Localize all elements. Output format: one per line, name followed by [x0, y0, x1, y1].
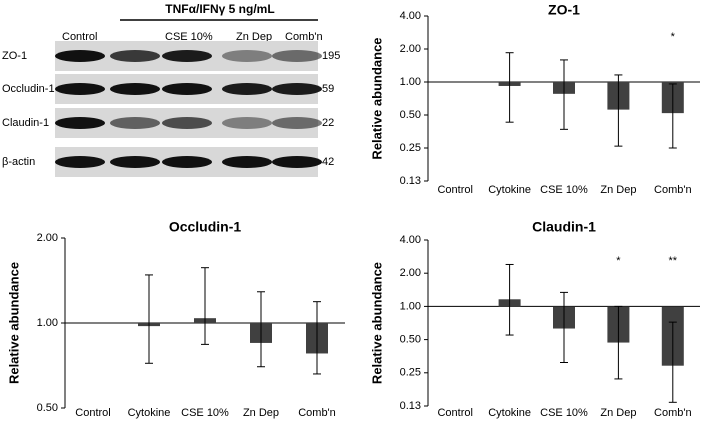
band [110, 83, 160, 95]
x-tick-label: CSE 10% [540, 407, 588, 419]
row-label: Occludin-1 [2, 83, 55, 95]
band [222, 156, 272, 168]
band [55, 156, 105, 168]
x-tick-label: Control [437, 184, 472, 196]
band [110, 117, 160, 129]
lane-label: Comb'n [285, 31, 323, 43]
x-tick-label: Control [437, 407, 472, 419]
x-tick-label: Comb'n [298, 407, 336, 419]
x-tick-label: Control [75, 407, 110, 419]
band [272, 156, 322, 168]
band [55, 117, 105, 129]
x-tick-label: Zn Dep [600, 407, 636, 419]
chart-title: Claudin-1 [532, 219, 596, 235]
band [110, 50, 160, 62]
mw-label: 59 [322, 83, 334, 95]
x-tick-label: Zn Dep [243, 407, 279, 419]
chart-title: ZO-1 [548, 2, 580, 18]
y-axis-label: Relative abundance [369, 262, 384, 384]
mw-label: 42 [322, 156, 334, 168]
y-tick-label: 0.13 [400, 175, 421, 187]
significance: * [616, 255, 621, 267]
y-tick-label: 0.25 [400, 367, 421, 379]
band [222, 117, 272, 129]
y-tick-label: 1.00 [400, 300, 421, 312]
y-tick-label: 0.50 [37, 402, 58, 414]
band [222, 83, 272, 95]
band [55, 50, 105, 62]
band [162, 83, 212, 95]
blot-header: TNFα/IFNγ 5 ng/mL [165, 2, 274, 16]
x-tick-label: Cytokine [488, 407, 531, 419]
row-label: β-actin [2, 156, 35, 168]
y-tick-label: 0.13 [400, 400, 421, 412]
x-tick-label: Cytokine [128, 407, 171, 419]
x-tick-label: Cytokine [488, 184, 531, 196]
band [222, 50, 272, 62]
y-tick-label: 2.00 [400, 43, 421, 55]
lane-label: CSE 10% [165, 31, 213, 43]
row-label: ZO-1 [2, 50, 27, 62]
y-tick-label: 4.00 [400, 10, 421, 22]
y-tick-label: 1.00 [400, 76, 421, 88]
mw-label: 22 [322, 117, 334, 129]
lane-label: Control [62, 31, 97, 43]
x-tick-label: Comb'n [654, 184, 692, 196]
x-tick-label: CSE 10% [181, 407, 229, 419]
y-tick-label: 2.00 [400, 267, 421, 279]
band [55, 83, 105, 95]
band [162, 117, 212, 129]
lane-label: Zn Dep [236, 31, 272, 43]
y-tick-label: 0.25 [400, 142, 421, 154]
band [272, 117, 322, 129]
band [162, 50, 212, 62]
x-tick-label: CSE 10% [540, 184, 588, 196]
y-axis-label: Relative abundance [6, 262, 21, 384]
western-blot: TNFα/IFNγ 5 ng/mL Control CSE 10% Zn Dep… [62, 2, 323, 43]
row-label: Claudin-1 [2, 117, 49, 129]
y-tick-label: 4.00 [400, 234, 421, 246]
x-tick-label: Zn Dep [600, 184, 636, 196]
y-tick-label: 1.00 [37, 317, 58, 329]
band [272, 50, 322, 62]
significance: ** [669, 255, 678, 267]
band [162, 156, 212, 168]
y-tick-label: 0.50 [400, 334, 421, 346]
mw-label: 195 [322, 50, 340, 62]
significance: * [671, 31, 676, 43]
y-tick-label: 2.00 [37, 232, 58, 244]
y-axis-label: Relative abundance [369, 37, 384, 159]
band [272, 83, 322, 95]
band [110, 156, 160, 168]
x-tick-label: Comb'n [654, 407, 692, 419]
y-tick-label: 0.50 [400, 109, 421, 121]
chart-title: Occludin-1 [169, 219, 242, 235]
